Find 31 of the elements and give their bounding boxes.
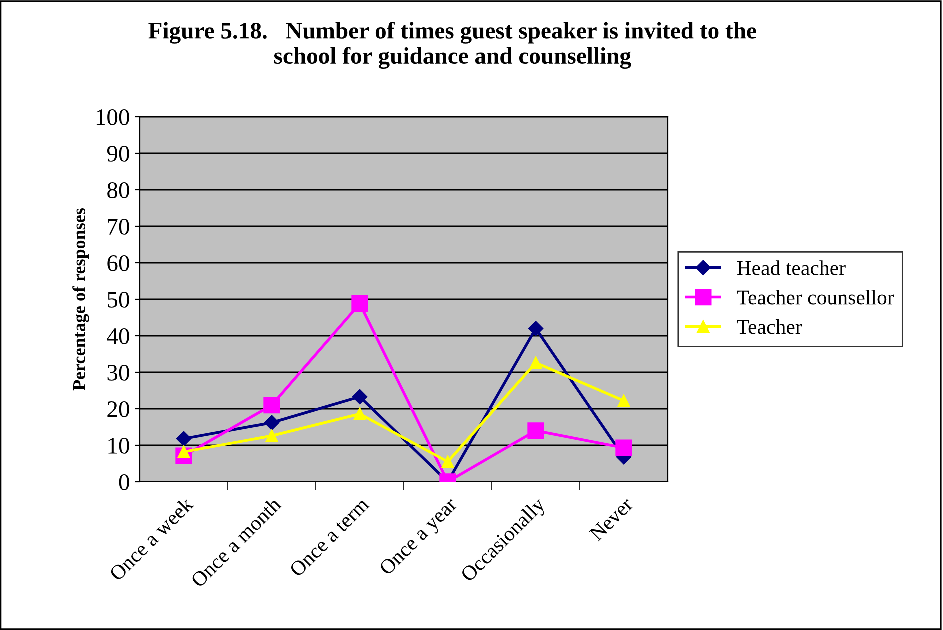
x-tick-label: Once a term: [289, 496, 370, 578]
x-tick-label: Once a year: [378, 496, 462, 579]
chart-title: Figure 5.18. Number of times guest speaker is invited to the school for guidance and counselling: [148, 22, 756, 70]
point: [354, 408, 366, 420]
point: [264, 415, 280, 430]
point: [266, 430, 278, 442]
point: [352, 296, 368, 312]
point: [616, 440, 632, 456]
legend-label: Head teacher: [737, 260, 846, 276]
y-tick-label: 100: [96, 109, 130, 126]
point: [352, 389, 368, 405]
point: [528, 321, 544, 336]
y-tick-label: 80: [108, 182, 130, 198]
point: [618, 394, 630, 408]
y-tick-label: 20: [108, 401, 130, 418]
point: [530, 356, 542, 370]
y-tick-label: 50: [108, 292, 130, 308]
y-tick-label: 10: [108, 438, 130, 454]
point: [176, 431, 192, 446]
y-tick-label: 60: [108, 255, 130, 272]
y-tick-label: 70: [108, 218, 130, 235]
y-tick-label: 30: [108, 364, 130, 381]
y-axis-title: Percentage of responses: [72, 208, 90, 391]
legend-label: Teacher: [737, 320, 802, 334]
legend-label: Teacher counsellor: [737, 290, 894, 305]
y-tick-label: 40: [107, 328, 130, 344]
point: [528, 422, 544, 440]
y-tick-label: 90: [107, 146, 130, 162]
y-tick-label: 0: [119, 474, 130, 490]
point: [442, 456, 454, 468]
point: [264, 397, 280, 414]
